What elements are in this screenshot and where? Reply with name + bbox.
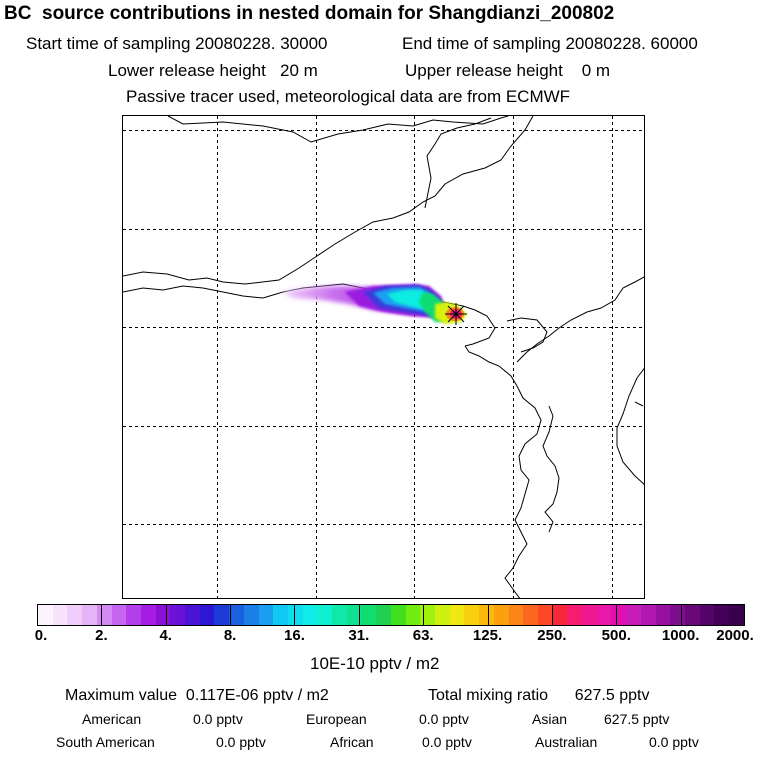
colorbar-tick-label: 500. — [601, 627, 631, 644]
map-canvas — [123, 116, 644, 598]
colorbar-segment — [479, 605, 494, 625]
colorbar-segment — [493, 605, 509, 625]
colorbar-divider — [551, 604, 553, 626]
colorbar-tick-label: 31. — [348, 627, 370, 644]
colorbar-segment — [96, 605, 112, 625]
receptor-marker-icon — [445, 303, 467, 325]
american-value: 0.0 pptv — [193, 711, 243, 727]
colorbar-segment — [537, 605, 553, 625]
colorbar-divider — [101, 604, 103, 626]
colorbar-segment — [449, 605, 465, 625]
colorbar-segment — [140, 605, 156, 625]
colorbar-segment — [52, 605, 68, 625]
colorbar-divider — [294, 604, 296, 626]
african-value: 0.0 pptv — [422, 734, 472, 750]
maximum-value: Maximum value 0.117E-06 pptv / m2 — [65, 687, 329, 704]
colorbar-segment — [170, 605, 186, 625]
south-american-label: South American — [56, 734, 155, 750]
colorbar-segment — [273, 605, 288, 625]
colorbar-segment — [699, 605, 715, 625]
colorbar-divider — [358, 604, 360, 626]
colorbar-segment — [199, 605, 215, 625]
colorbar-tick-label: 16. — [284, 627, 305, 644]
colorbar-segment — [111, 605, 127, 625]
colorbar-divider — [680, 604, 682, 626]
colorbar-segment — [582, 605, 597, 625]
european-label: European — [306, 711, 367, 727]
colorbar-tick-label: 8. — [223, 627, 237, 644]
colorbar-segment — [67, 605, 83, 625]
african-label: African — [330, 734, 374, 750]
colorbar-tick-label: 2000. — [716, 627, 754, 644]
colorbar — [37, 604, 745, 626]
colorbar-segment — [684, 605, 700, 625]
colorbar-tick-label: 125. — [472, 627, 503, 644]
australian-label: Australian — [535, 734, 598, 750]
colorbar-segment — [229, 605, 244, 625]
lower-release-height: Lower release height 20 m — [108, 61, 318, 80]
colorbar-segment — [302, 605, 318, 625]
colorbar-divider — [616, 604, 618, 626]
colorbar-segment — [38, 605, 53, 625]
colorbar-segment — [332, 605, 347, 625]
south-american-value: 0.0 pptv — [216, 734, 266, 750]
graticule — [123, 116, 644, 598]
colorbar-segment — [714, 605, 730, 625]
colorbar-divider — [487, 604, 489, 626]
coastlines-borders — [123, 116, 644, 598]
colorbar-segment — [214, 605, 230, 625]
colorbar-divider — [165, 604, 167, 626]
colorbar-segment — [596, 605, 612, 625]
colorbar-segment — [185, 605, 200, 625]
colorbar-segment — [82, 605, 97, 625]
colorbar-segment — [655, 605, 671, 625]
colorbar-unit-label: 10E-10 pptv / m2 — [310, 654, 440, 673]
end-time: End time of sampling 20080228. 60000 — [402, 34, 698, 53]
colorbar-segment — [729, 605, 744, 625]
colorbar-segment — [567, 605, 583, 625]
upper-release-height: Upper release height 0 m — [405, 61, 611, 80]
colorbar-segment — [508, 605, 524, 625]
colorbar-segment — [405, 605, 421, 625]
colorbar-segment — [640, 605, 656, 625]
colorbar-segment — [376, 605, 391, 625]
european-value: 0.0 pptv — [419, 711, 469, 727]
colorbar-segment — [626, 605, 641, 625]
colorbar-segment — [670, 605, 685, 625]
american-label: American — [82, 711, 142, 727]
tracer-plume — [281, 284, 467, 324]
colorbar-segment — [464, 605, 480, 625]
colorbar-tick-label: 1000. — [661, 627, 700, 644]
colorbar-segment — [126, 605, 141, 625]
colorbar-segment — [390, 605, 406, 625]
colorbar-segment — [611, 605, 627, 625]
colorbar-segment — [552, 605, 568, 625]
colorbar-tick-label: 4. — [159, 627, 172, 644]
asian-value: 627.5 pptv — [604, 711, 670, 727]
colorbar-segment — [243, 605, 259, 625]
asian-label: Asian — [532, 711, 568, 727]
colorbar-segment — [523, 605, 538, 625]
colorbar-divider — [423, 604, 425, 626]
colorbar-tick-label: 2. — [95, 627, 108, 644]
colorbar-segment — [434, 605, 450, 625]
colorbar-segment — [317, 605, 333, 625]
colorbar-tick-label: 63. — [412, 627, 434, 644]
start-time: Start time of sampling 20080228. 30000 — [26, 34, 328, 53]
colorbar-segment — [155, 605, 171, 625]
colorbar-segment — [258, 605, 274, 625]
colorbar-segment — [346, 605, 362, 625]
map-panel — [122, 115, 645, 599]
colorbar-tick-label: 0. — [34, 627, 48, 644]
figure-title: BC source contributions in nested domain… — [4, 3, 615, 24]
total-mixing-ratio: Total mixing ratio 627.5 pptv — [428, 687, 650, 704]
colorbar-segment — [361, 605, 377, 625]
tracer-note: Passive tracer used, meteorological data… — [126, 87, 571, 106]
australian-value: 0.0 pptv — [649, 734, 699, 750]
colorbar-divider — [230, 604, 232, 626]
colorbar-tick-label: 250. — [537, 627, 567, 644]
